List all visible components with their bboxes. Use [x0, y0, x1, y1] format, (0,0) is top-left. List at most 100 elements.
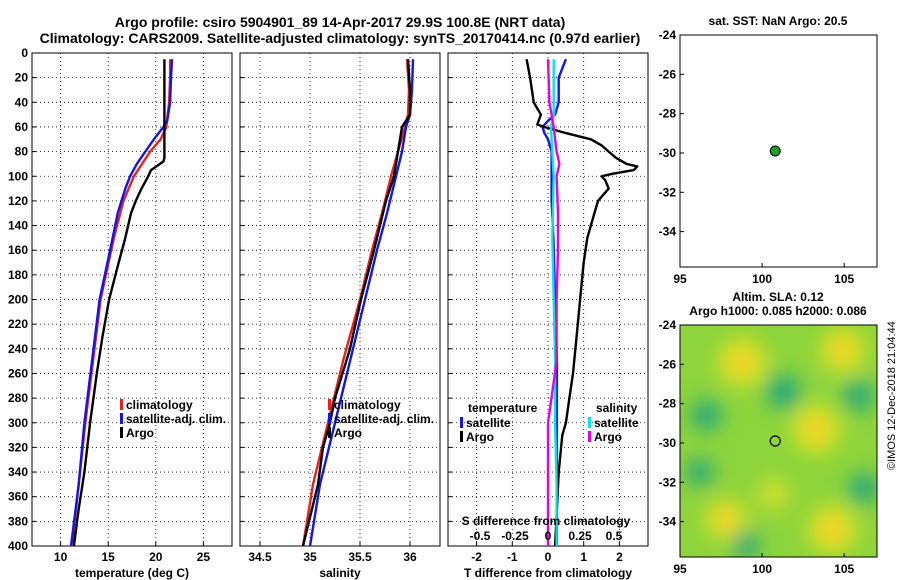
x-tick-label: 20 [149, 550, 163, 564]
sla-feature-core-high [832, 340, 853, 361]
y-tick-label: 300 [8, 416, 28, 430]
top-tick-label: -0.5 [470, 529, 491, 543]
y-tick-label: 160 [8, 243, 28, 257]
legend-label: Argo [466, 430, 494, 444]
altimetry-title-line2: Argo h1000: 0.085 h2000: 0.086 [689, 304, 867, 318]
legend-swatch [460, 417, 463, 428]
y-tick-label: 100 [8, 169, 28, 183]
x-tick-label: -1 [507, 550, 518, 564]
series-line-argo [72, 59, 166, 547]
y-tick-label: 80 [15, 145, 29, 159]
y-tick-label: -32 [659, 475, 677, 489]
legend-swatch [120, 399, 123, 410]
x-axis-label: T difference from climatology [464, 566, 632, 580]
legend-title-salinity: salinity [596, 401, 638, 415]
legend-swatch [120, 413, 123, 424]
x-tick-label: 36 [403, 550, 417, 564]
y-tick-label: -32 [659, 185, 677, 199]
legend-swatch [328, 399, 331, 410]
argo-location-marker [769, 145, 781, 157]
top-tick-label: -0.25 [501, 529, 529, 543]
y-tick-label: 260 [8, 366, 28, 380]
y-tick-label: 360 [8, 490, 28, 504]
legend-label: satellite [594, 416, 639, 430]
series-line-argo [301, 59, 412, 547]
legend-title-temperature: temperature [468, 401, 538, 415]
legend-swatch [328, 413, 331, 424]
x-tick-label: 95 [673, 562, 687, 576]
x-axis-label: temperature (deg C) [75, 566, 189, 580]
x-tick-label: 15 [102, 550, 116, 564]
y-tick-label: -28 [659, 107, 677, 121]
top-tick-label: 0.25 [568, 529, 592, 543]
sla-feature-core-high [822, 519, 843, 540]
y-tick-label: -34 [659, 515, 677, 529]
legend-label: Argo [594, 430, 622, 444]
top-tick-label: 0 [545, 529, 552, 543]
legend-label: climatology [334, 398, 401, 412]
sla-field [680, 325, 877, 557]
location-title: sat. SST: NaN Argo: 20.5 [709, 14, 848, 28]
legend-swatch [328, 427, 331, 438]
legend-label: satellite-adj. clim. [334, 412, 434, 426]
altimetry-title-line1: Altim. SLA: 0.12 [732, 290, 824, 304]
panel-location: sat. SST: NaN Argo: 20.5 -24 -26 -28 -30 -32 -… [659, 14, 878, 286]
y-tick-label: -26 [659, 357, 677, 371]
y-tick-label: -30 [659, 146, 677, 160]
sla-feature-core-low [856, 480, 872, 496]
legend-swatch [588, 417, 591, 428]
legend-swatch [120, 427, 123, 438]
y-tick-label: 40 [15, 95, 29, 109]
legend-swatch [460, 431, 463, 442]
legend-label: satellite [466, 416, 511, 430]
legend-label: satellite-adj. clim. [126, 412, 226, 426]
x-tick-label: 1 [580, 550, 587, 564]
y-tick-label: 280 [8, 391, 28, 405]
panel-salinity: 34.5 35 35.5 36 salinity climatologysatellite… [239, 52, 441, 580]
y-tick-label: -24 [659, 28, 677, 42]
y-tick-label: 200 [8, 293, 28, 307]
y-tick-label: 120 [8, 194, 28, 208]
sla-features [684, 329, 877, 557]
y-tick-label: 180 [8, 268, 28, 282]
altimetry-frame [679, 324, 878, 558]
y-tick-label: 220 [8, 317, 28, 331]
x-tick-label: 35.5 [348, 550, 372, 564]
y-tick-label: 0 [21, 46, 28, 60]
series-line-salinity-argo [546, 59, 561, 546]
sla-feature-core-low [775, 383, 792, 400]
legend-swatch [588, 431, 591, 442]
y-tick-label: -30 [659, 436, 677, 450]
chart-title-line1: Argo profile: csiro 5904901_89 14-Apr-20… [114, 14, 566, 30]
sla-feature-core-high [732, 352, 753, 373]
legend-label: Argo [334, 426, 362, 440]
y-tick-label: 340 [8, 465, 28, 479]
sla-feature-core-low [739, 538, 753, 552]
legend-label: climatology [126, 398, 193, 412]
sla-feature-core-low [698, 408, 714, 423]
y-tick-label: -34 [659, 225, 677, 239]
x-axis-label: salinity [319, 566, 361, 580]
sla-feature-core-low [693, 465, 707, 480]
y-tick-label: 320 [8, 440, 28, 454]
x-tick-label: 105 [834, 562, 854, 576]
x-tick-label: 10 [54, 550, 68, 564]
x-tick-label: 95 [673, 272, 687, 286]
sla-feature-core-mid [766, 487, 781, 501]
y-tick-label: -24 [659, 318, 677, 332]
x-tick-label: 35 [303, 550, 317, 564]
top-axis-label: S difference from climatology [462, 514, 631, 528]
argo-location-ring [769, 435, 781, 447]
sla-feature-core-high [717, 510, 735, 529]
x-tick-label: -2 [471, 550, 482, 564]
chart-title-line2: Climatology: CARS2009. Satellite-adjuste… [39, 30, 641, 46]
sla-feature-core-high [805, 418, 827, 440]
x-tick-label: 100 [752, 272, 772, 286]
series-line-satellite-adj-clim- [69, 59, 174, 547]
legend-label: Argo [126, 426, 154, 440]
x-tick-label: 25 [197, 550, 211, 564]
x-tick-label: 105 [834, 272, 854, 286]
x-tick-label: 2 [616, 550, 623, 564]
